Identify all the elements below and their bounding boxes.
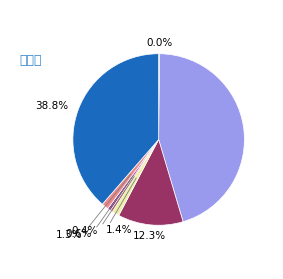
Text: 0.6%: 0.6%: [65, 229, 92, 239]
Text: 38.8%: 38.8%: [35, 100, 68, 110]
Wedge shape: [108, 140, 159, 210]
Text: 1.4%: 1.4%: [106, 225, 132, 235]
Text: 0.4%: 0.4%: [72, 226, 98, 236]
Text: 12.3%: 12.3%: [133, 231, 166, 241]
Wedge shape: [159, 54, 160, 140]
Text: 1.3%: 1.3%: [56, 230, 83, 240]
Wedge shape: [110, 140, 159, 211]
Wedge shape: [73, 54, 159, 204]
Wedge shape: [119, 140, 183, 225]
Wedge shape: [159, 54, 245, 222]
Text: 수입액: 수입액: [20, 54, 42, 67]
Wedge shape: [112, 140, 159, 215]
Text: 0.0%: 0.0%: [146, 38, 172, 48]
Wedge shape: [102, 140, 159, 209]
